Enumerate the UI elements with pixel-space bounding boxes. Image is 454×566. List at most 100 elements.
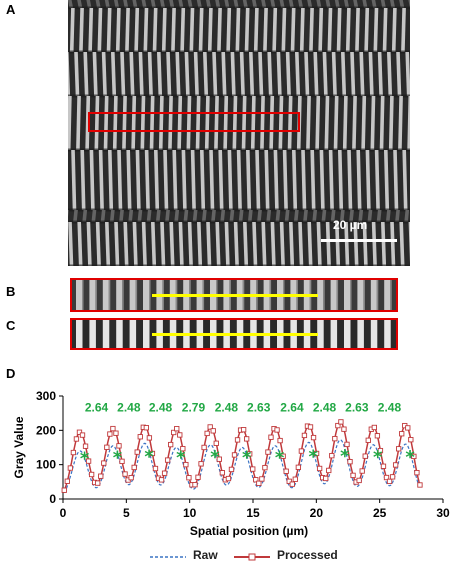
striation-band <box>71 150 77 210</box>
striation-band <box>364 8 370 52</box>
processed-marker <box>228 466 235 473</box>
striation-band <box>384 150 390 210</box>
peak-asterisk: * <box>144 447 154 468</box>
strip-stripe <box>344 280 350 310</box>
striation-band <box>207 8 213 52</box>
striation-band <box>370 96 376 150</box>
striation-band <box>339 210 345 222</box>
striation-band <box>212 52 218 96</box>
striation-band <box>359 52 365 96</box>
legend-processed-swatch <box>234 553 270 561</box>
processed-marker <box>231 452 238 458</box>
strip-stripe <box>357 280 364 310</box>
processed-marker <box>180 446 186 452</box>
processed-marker <box>335 422 341 429</box>
strip-stripe <box>330 320 338 348</box>
scale-bar <box>321 239 397 242</box>
processed-marker <box>107 431 113 437</box>
striation-band <box>209 150 215 210</box>
processed-marker <box>356 477 362 484</box>
panel-label-b: B <box>6 284 16 299</box>
processed-marker <box>313 450 320 457</box>
processed-marker <box>76 429 83 435</box>
processed-marker <box>298 448 305 454</box>
striation-band <box>310 150 316 210</box>
striation-band <box>100 210 106 222</box>
striation-band <box>325 0 331 8</box>
striation-band <box>80 150 86 210</box>
striation-band <box>341 52 347 96</box>
striation-band <box>238 210 244 222</box>
striation-band <box>390 222 396 266</box>
strip-stripe <box>344 320 351 348</box>
strip-stripe <box>317 320 324 348</box>
striation-band <box>303 210 308 222</box>
processed-marker <box>216 456 222 462</box>
processed-marker <box>213 440 219 446</box>
peak-asterisk: * <box>242 448 252 469</box>
striation-band <box>253 8 259 52</box>
striation-band <box>109 210 115 222</box>
striation-band <box>368 52 374 96</box>
striation-band <box>68 96 72 150</box>
strip-stripe <box>89 280 96 310</box>
striation-band <box>276 52 282 96</box>
striation-band <box>138 52 144 96</box>
striation-band <box>307 0 313 8</box>
processed-marker <box>347 459 353 465</box>
strip-stripe-edge <box>363 280 365 310</box>
strip-stripe <box>102 280 109 310</box>
striation-band <box>385 210 391 222</box>
striation-band <box>336 8 342 52</box>
x-tick-label: 5 <box>123 506 130 520</box>
striation-band <box>342 96 348 150</box>
striation-band <box>206 222 212 266</box>
strip-stripe <box>116 320 123 348</box>
striation-band <box>186 96 192 150</box>
striation-band <box>405 52 410 96</box>
striation-band <box>315 96 321 150</box>
striation-band <box>95 222 101 266</box>
striation-band <box>347 150 353 210</box>
processed-marker <box>143 425 149 431</box>
striation-band <box>393 150 399 210</box>
processed-marker <box>95 480 101 486</box>
striation-band <box>309 8 314 52</box>
striation-band <box>260 96 265 150</box>
strip-stripe-edge <box>323 280 325 310</box>
processed-marker <box>332 436 338 442</box>
spacing-label: 2.48 <box>117 400 141 414</box>
striation-band <box>399 0 405 8</box>
fiber-boundary <box>68 264 410 266</box>
strip-stripe <box>76 280 82 310</box>
processed-marker <box>283 468 289 474</box>
striation-band <box>333 96 339 150</box>
striation-band <box>381 222 387 266</box>
striation-band <box>106 8 112 52</box>
strip-stripe-edge <box>149 280 151 310</box>
profile-line-raw <box>152 294 318 297</box>
striation-band <box>91 210 97 222</box>
striation-band <box>374 150 380 210</box>
striation-band <box>331 52 337 96</box>
striation-band <box>319 150 325 210</box>
processed-marker <box>277 437 283 444</box>
striation-band <box>103 96 109 150</box>
striation-band <box>404 210 410 222</box>
striation-band <box>204 96 210 150</box>
striation-band <box>141 222 147 266</box>
striation-band <box>123 222 129 266</box>
striation-band <box>335 222 341 266</box>
strip-stripe <box>102 320 110 348</box>
striation-band <box>307 222 313 266</box>
striation-band <box>79 8 84 52</box>
processed-marker <box>210 428 216 434</box>
strip-stripe-edge <box>376 280 379 310</box>
striation-band <box>215 0 221 8</box>
y-tick-label: 300 <box>36 389 56 403</box>
spacing-label: 2.48 <box>149 400 173 414</box>
striation-band <box>161 8 167 52</box>
striation-band <box>169 222 175 266</box>
striation-band <box>197 222 203 266</box>
spacing-label: 2.48 <box>215 400 239 414</box>
